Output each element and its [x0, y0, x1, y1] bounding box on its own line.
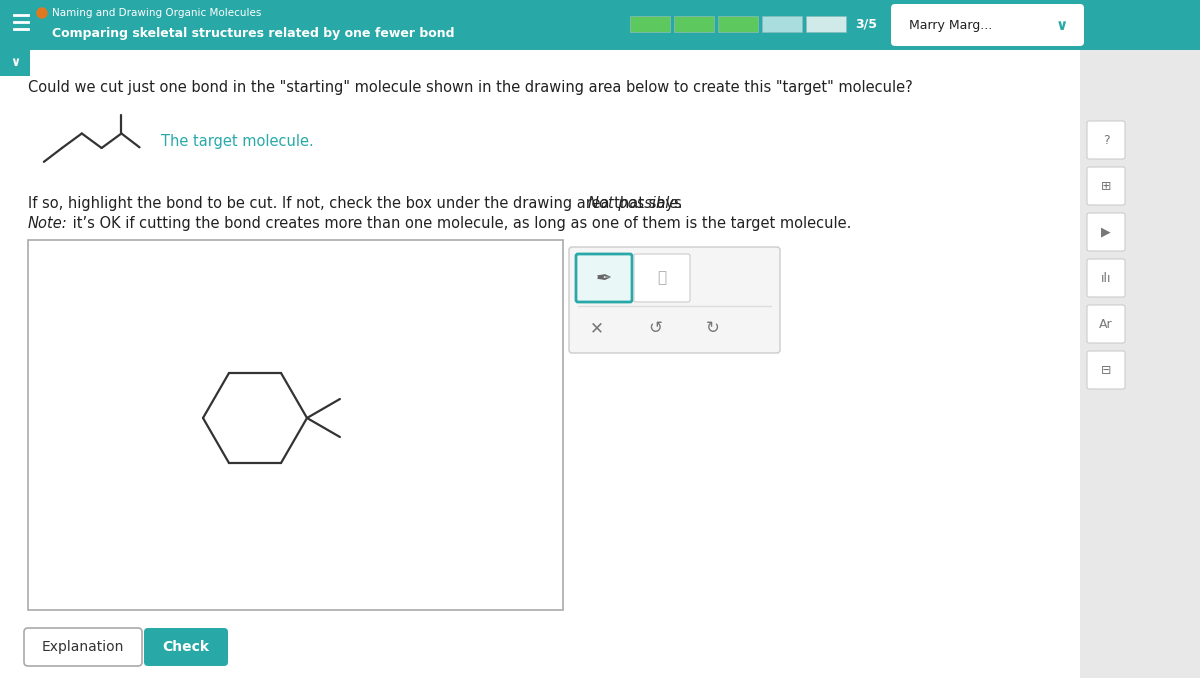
Text: ▶: ▶: [1102, 226, 1111, 239]
FancyBboxPatch shape: [1087, 305, 1126, 343]
Text: Naming and Drawing Organic Molecules: Naming and Drawing Organic Molecules: [52, 8, 262, 18]
FancyBboxPatch shape: [1087, 259, 1126, 297]
Text: ⊟: ⊟: [1100, 363, 1111, 376]
Text: 3/5: 3/5: [854, 18, 877, 31]
FancyBboxPatch shape: [1087, 351, 1126, 389]
Text: ⊞: ⊞: [1100, 180, 1111, 193]
Text: The target molecule.: The target molecule.: [161, 134, 313, 149]
Text: Ar: Ar: [1099, 317, 1112, 330]
Text: Check: Check: [162, 640, 210, 654]
Text: If so, highlight the bond to be cut. If not, check the box under the drawing are: If so, highlight the bond to be cut. If …: [28, 196, 686, 211]
FancyBboxPatch shape: [576, 254, 632, 302]
Bar: [806, 16, 846, 32]
Bar: [28, 240, 563, 610]
Bar: [674, 16, 714, 32]
Text: ?: ?: [1103, 134, 1109, 146]
FancyBboxPatch shape: [634, 254, 690, 302]
Bar: [1080, 50, 1200, 678]
Text: Could we cut just one bond in the "starting" molecule shown in the drawing area : Could we cut just one bond in the "start…: [28, 80, 913, 95]
Text: it’s OK if cutting the bond creates more than one molecule, as long as one of th: it’s OK if cutting the bond creates more…: [68, 216, 851, 231]
Bar: [0, 0, 1200, 50]
Text: ↻: ↻: [706, 319, 720, 337]
Text: Not possible.: Not possible.: [588, 196, 683, 211]
FancyBboxPatch shape: [890, 4, 1084, 46]
FancyBboxPatch shape: [569, 247, 780, 353]
Bar: [630, 16, 670, 32]
Text: ∨: ∨: [10, 56, 20, 70]
Bar: [718, 16, 758, 32]
Text: Comparing skeletal structures related by one fewer bond: Comparing skeletal structures related by…: [52, 28, 455, 41]
Text: Marry Marg...: Marry Marg...: [910, 18, 992, 31]
Text: Note:: Note:: [28, 216, 67, 231]
FancyBboxPatch shape: [144, 628, 228, 666]
Text: ↺: ↺: [648, 319, 662, 337]
FancyBboxPatch shape: [1087, 167, 1126, 205]
Text: Explanation: Explanation: [42, 640, 124, 654]
FancyBboxPatch shape: [1087, 121, 1126, 159]
FancyBboxPatch shape: [1087, 213, 1126, 251]
Text: ⬜: ⬜: [658, 271, 666, 285]
Bar: [0, 50, 30, 76]
Text: ılı: ılı: [1100, 271, 1111, 285]
Bar: [762, 16, 802, 32]
Text: ✒: ✒: [596, 268, 612, 287]
Text: ✕: ✕: [590, 319, 604, 337]
FancyBboxPatch shape: [24, 628, 142, 666]
Text: ∨: ∨: [1056, 18, 1068, 33]
Circle shape: [37, 8, 47, 18]
